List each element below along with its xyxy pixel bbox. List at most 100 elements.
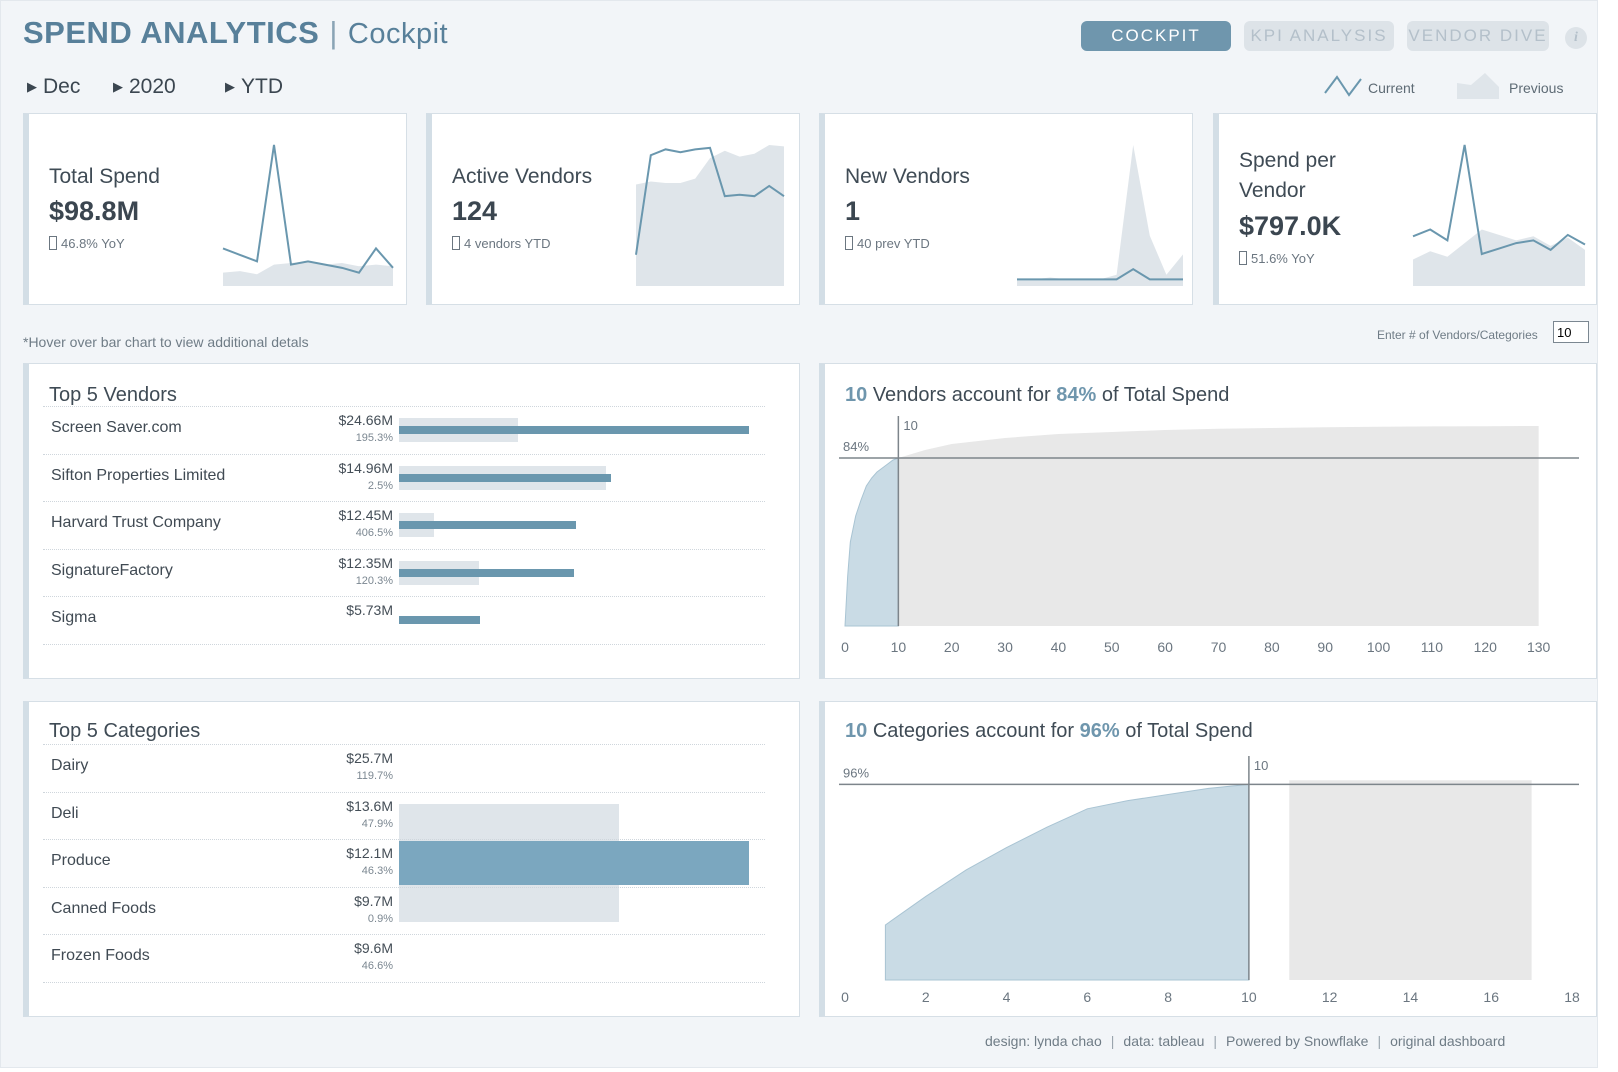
change-indicator-icon [49, 236, 57, 250]
pareto-count: 10 [845, 720, 868, 742]
pareto-percent: 96% [1079, 720, 1120, 742]
kpi-change-text: 4 vendors YTD [464, 236, 551, 251]
row-divider [43, 596, 765, 598]
kpi-value: 124 [452, 196, 498, 226]
vendor-pareto-chart[interactable]: 84%100 10 20 30 40 50 60 70 80 90 100 110 120 130 [839, 416, 1587, 668]
hover-hint: *Hover over bar chart to view additional… [23, 334, 309, 350]
info-icon[interactable]: i [1565, 27, 1587, 49]
top-n-cumulative-area [884, 783, 1250, 981]
x-axis-tick-label: 4 [1003, 989, 1011, 1005]
x-axis-tick-label: 30 [997, 639, 1013, 655]
x-axis-tick-label: 20 [944, 639, 960, 655]
pareto-title-end: of Total Spend [1125, 720, 1253, 742]
current-period-line [1017, 267, 1183, 281]
footer-separator: | [1377, 1033, 1382, 1049]
row-divider [43, 406, 765, 407]
change-indicator-icon [452, 236, 460, 250]
vendor-name: Screen Saver.com [51, 419, 182, 436]
vendor-yoy: 406.5% [355, 527, 393, 540]
pareto-title: 10 Categories account for 96% of Total S… [845, 720, 1253, 743]
footer-data-credit: data: tableau [1123, 1033, 1205, 1049]
category-yoy: 47.9% [361, 817, 393, 830]
app-title: SPEND ANALYTICS [23, 15, 320, 50]
row-divider [43, 548, 765, 550]
kpi-change: 4 vendors YTD [452, 236, 550, 251]
category-name: Deli [51, 804, 79, 822]
current-spend-bar [399, 616, 481, 625]
panel-title: Top 5 Vendors [49, 384, 177, 406]
row-divider [43, 982, 765, 983]
category-yoy: 119.7% [356, 770, 394, 782]
nav-cockpit-button[interactable]: COCKPIT [1081, 21, 1231, 51]
reference-count-label: 10 [1254, 758, 1268, 773]
vendor-spend: $5.73M [346, 602, 393, 619]
category-name: Frozen Foods [51, 947, 150, 965]
footer-separator: | [1110, 1033, 1115, 1049]
x-axis-tick-label: 120 [1474, 639, 1498, 655]
kpi-sparkline [1412, 144, 1586, 286]
category-spend: $9.6M [354, 940, 393, 957]
top-vendors-panel: Top 5 Vendors Screen Saver.com $24.66M 195… [23, 363, 800, 679]
filter-period-label: YTD [241, 75, 283, 98]
kpi-card-active-vendors: Active Vendors 124 4 vendors YTD [426, 113, 800, 305]
vendor-name: Harvard Trust Company [51, 514, 221, 532]
footer-design-credit: design: lynda chao [985, 1033, 1102, 1049]
x-axis-tick-label: 60 [1157, 639, 1173, 655]
original-dashboard-link[interactable]: original dashboard [1390, 1033, 1506, 1049]
filter-year[interactable]: ▶ 2020 [113, 75, 176, 99]
vendor-spend: $24.66M [338, 412, 393, 428]
previous-period-area [1413, 229, 1585, 286]
kpi-change-text: 46.8% YoY [61, 236, 125, 251]
x-axis-tick-label: 70 [1211, 639, 1227, 655]
x-axis-tick-label: 10 [1241, 989, 1257, 1005]
x-axis-tick-label: 80 [1264, 639, 1280, 655]
x-axis-tick-label: 2 [922, 989, 930, 1005]
nav-vendor-dive-button[interactable]: VENDOR DIVE [1407, 21, 1549, 51]
triangle-right-icon: ▶ [113, 79, 123, 94]
category-spend: $13.6M [346, 797, 393, 814]
category-name: Produce [51, 852, 111, 870]
panel-title: Top 5 Categories [49, 720, 201, 742]
x-axis-tick-label: 14 [1403, 989, 1419, 1005]
x-axis-tick-label: 0 [841, 639, 849, 655]
vendor-yoy: 195.3% [355, 432, 393, 444]
kpi-change-text: 40 prev YTD [857, 236, 930, 251]
kpi-card-total-spend: Total Spend $98.8M 46.8% YoY [23, 113, 407, 305]
kpi-change: 40 prev YTD [845, 236, 930, 251]
pareto-percent: 84% [1056, 384, 1097, 406]
filter-month[interactable]: ▶ Dec [27, 75, 80, 99]
x-axis-tick-label: 100 [1367, 639, 1391, 655]
row-divider [43, 839, 765, 841]
current-line-legend-icon [1324, 75, 1362, 97]
current-spend-bar [399, 521, 576, 530]
vendor-spend: $12.45M [338, 507, 393, 524]
row-divider [43, 644, 765, 645]
current-spend-bar [399, 473, 612, 482]
kpi-title: Active Vendors [452, 165, 593, 188]
kpi-change: 46.8% YoY [49, 236, 125, 251]
vendor-count-input[interactable] [1553, 321, 1589, 343]
x-axis-tick-label: 18 [1564, 989, 1580, 1005]
x-axis-tick-label: 130 [1527, 639, 1551, 655]
pareto-title: 10 Vendors account for 84% of Total Spen… [845, 384, 1229, 407]
filter-period[interactable]: ▶ YTD [225, 75, 283, 99]
category-spend: $12.1M [346, 845, 393, 862]
pareto-title-text: Categories account for [872, 720, 1075, 742]
current-period-line [635, 146, 785, 255]
row-divider [43, 934, 765, 936]
category-selected-bar [399, 841, 749, 885]
triangle-right-icon: ▶ [225, 79, 235, 94]
x-axis-tick-label: 6 [1083, 989, 1091, 1005]
category-pareto-chart[interactable]: 96% 10 0 2 4 6 8 10 12 14 16 18 [839, 752, 1587, 1008]
row-divider [43, 744, 765, 745]
category-yoy: 0.9% [367, 912, 393, 925]
legend-current-label: Current [1368, 80, 1415, 96]
category-spend: $25.7M [346, 750, 393, 766]
nav-kpi-analysis-button[interactable]: KPI ANALYSIS [1244, 21, 1394, 51]
previous-period-area [636, 144, 784, 286]
kpi-sparkline [222, 144, 394, 286]
pareto-title-end: of Total Spend [1101, 384, 1230, 406]
vendor-yoy: 2.5% [367, 479, 393, 492]
x-axis-tick-label: 16 [1483, 989, 1499, 1005]
